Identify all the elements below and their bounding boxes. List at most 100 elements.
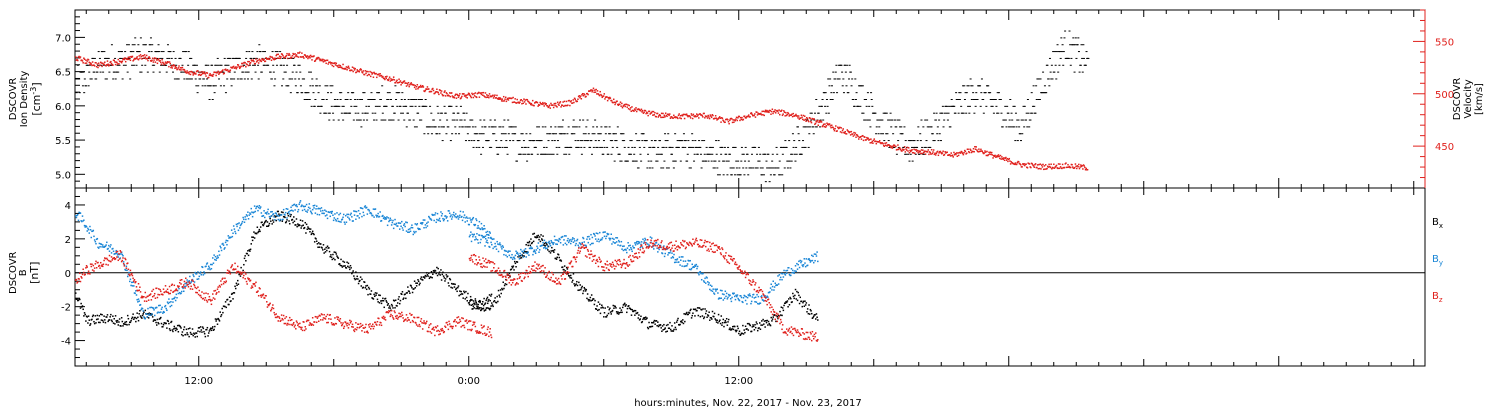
- field-point: [597, 301, 600, 303]
- velocity-point: [239, 66, 242, 68]
- field-point: [253, 211, 255, 213]
- field-point: [103, 315, 105, 317]
- density-point: [449, 140, 452, 142]
- velocity-point: [77, 59, 79, 62]
- density-point: [947, 112, 950, 114]
- field-point: [151, 316, 154, 318]
- field-point: [788, 304, 791, 306]
- field-point: [484, 303, 486, 305]
- field-point: [430, 271, 433, 273]
- velocity-point: [845, 133, 848, 135]
- density-point: [95, 78, 98, 80]
- velocity-point: [742, 118, 745, 121]
- velocity-point: [298, 52, 300, 54]
- field-point: [87, 227, 89, 230]
- velocity-point: [619, 101, 622, 103]
- density-point: [311, 85, 314, 87]
- velocity-point: [517, 101, 520, 104]
- density-point: [602, 140, 605, 142]
- field-point: [386, 304, 389, 306]
- density-point: [621, 140, 624, 142]
- velocity-point: [749, 116, 751, 118]
- field-point: [651, 325, 654, 328]
- field-point: [189, 275, 191, 278]
- density-point: [663, 160, 666, 162]
- velocity-point: [733, 121, 735, 123]
- density-point: [127, 44, 130, 46]
- field-point: [705, 312, 707, 315]
- density-point: [592, 126, 595, 128]
- density-point: [517, 153, 520, 155]
- velocity-point: [699, 113, 701, 115]
- field-point: [274, 219, 276, 221]
- field-point: [220, 249, 223, 252]
- velocity-point: [1026, 167, 1029, 169]
- field-point: [478, 307, 481, 309]
- velocity-point: [781, 109, 783, 112]
- velocity-point: [288, 54, 291, 56]
- density-point: [459, 119, 462, 121]
- velocity-point: [106, 64, 108, 66]
- field-point: [663, 323, 665, 326]
- velocity-point: [470, 96, 473, 99]
- density-point: [1075, 57, 1078, 59]
- field-point: [599, 303, 601, 305]
- density-point: [93, 57, 96, 59]
- velocity-point: [770, 110, 773, 113]
- velocity-point: [600, 94, 603, 97]
- velocity-point: [301, 52, 303, 54]
- field-point: [488, 307, 490, 310]
- density-point: [674, 133, 677, 135]
- density-point: [705, 160, 707, 162]
- field-point: [211, 263, 213, 266]
- field-point: [81, 220, 83, 223]
- field-point: [736, 325, 739, 328]
- density-point: [558, 133, 561, 135]
- velocity-point: [398, 78, 400, 80]
- density-point: [160, 51, 163, 53]
- density-point: [236, 57, 239, 59]
- field-point: [91, 230, 94, 233]
- density-point: [781, 174, 784, 176]
- velocity-point: [1082, 168, 1084, 170]
- density-point: [1043, 85, 1046, 87]
- velocity-point: [972, 147, 975, 150]
- field-point: [660, 327, 662, 329]
- velocity-point: [982, 151, 984, 154]
- density-point: [528, 140, 531, 142]
- velocity-point: [112, 64, 114, 66]
- density-point: [759, 167, 762, 169]
- density-point: [1013, 105, 1016, 107]
- field-point: [217, 256, 219, 259]
- velocity-point: [723, 120, 725, 122]
- field-point: [469, 295, 472, 298]
- velocity-point: [332, 62, 334, 64]
- field-point: [409, 292, 411, 294]
- velocity-point: [526, 99, 529, 101]
- density-point: [596, 126, 599, 128]
- field-point: [716, 319, 718, 322]
- velocity-point: [521, 102, 523, 105]
- field-point: [121, 320, 124, 323]
- density-point: [315, 78, 318, 80]
- density-point: [550, 153, 553, 155]
- velocity-point: [1021, 166, 1023, 168]
- velocity-point: [779, 113, 781, 116]
- velocity-point: [781, 114, 784, 117]
- density-point: [489, 119, 492, 121]
- density-point: [789, 167, 792, 169]
- field-point: [485, 299, 487, 302]
- field-point: [522, 255, 524, 257]
- velocity-point: [143, 57, 145, 59]
- velocity-point: [186, 70, 188, 72]
- density-point: [762, 153, 765, 155]
- density-point: [83, 78, 86, 80]
- field-point: [135, 290, 137, 292]
- density-point: [281, 57, 284, 59]
- field-point: [299, 200, 302, 202]
- field-point: [293, 216, 295, 218]
- density-point: [100, 64, 103, 66]
- field-point: [694, 315, 696, 317]
- field-point: [243, 221, 246, 223]
- velocity-point: [825, 125, 828, 127]
